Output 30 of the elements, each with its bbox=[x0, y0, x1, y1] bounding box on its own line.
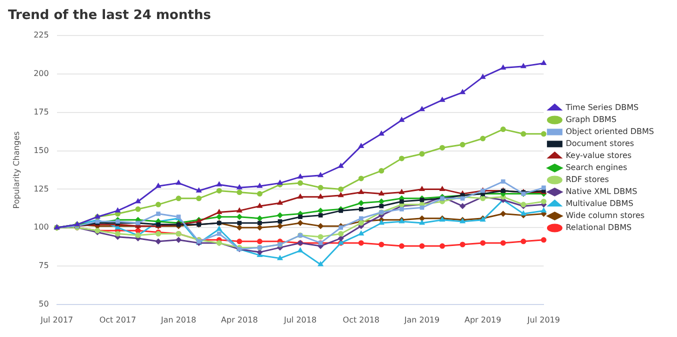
x-tick-label: Apr 2018 bbox=[221, 315, 258, 324]
legend-label: Search engines bbox=[566, 163, 628, 172]
legend-label: RDF stores bbox=[566, 175, 609, 184]
legend-label: Key-value stores bbox=[566, 151, 632, 160]
y-tick-label: 175 bbox=[34, 107, 49, 116]
y-tick-label: 150 bbox=[34, 146, 49, 155]
x-tick-label: Jan 2018 bbox=[160, 315, 196, 324]
legend-label: Document stores bbox=[566, 139, 634, 148]
x-tick-label: Jul 2017 bbox=[40, 315, 74, 324]
y-tick-label: 50 bbox=[38, 299, 49, 308]
x-tick-label: Oct 2018 bbox=[342, 315, 380, 324]
legend-label: Object oriented DBMS bbox=[566, 127, 654, 136]
y-tick-label: 200 bbox=[34, 69, 49, 78]
x-tick-label: Oct 2017 bbox=[99, 315, 136, 324]
chart-title: Trend of the last 24 months bbox=[8, 8, 212, 24]
legend-label: Time Series DBMS bbox=[564, 103, 639, 112]
x-tick-label: Jan 2019 bbox=[403, 315, 440, 324]
legend-label: Graph DBMS bbox=[566, 115, 616, 124]
x-tick-label: Jul 2019 bbox=[526, 315, 560, 324]
legend-label: Wide column stores bbox=[566, 211, 645, 220]
legend-label: Native XML DBMS bbox=[566, 187, 638, 196]
y-tick-label: 75 bbox=[38, 261, 49, 270]
y-tick-label: 100 bbox=[34, 222, 49, 232]
x-tick-label: Jul 2018 bbox=[283, 315, 317, 324]
y-axis-title: Popularity Changes bbox=[12, 131, 21, 209]
y-tick-label: 225 bbox=[34, 30, 49, 40]
legend-label: Multivalue DBMS bbox=[566, 199, 634, 208]
y-tick-label: 125 bbox=[34, 184, 49, 194]
x-tick-label: Apr 2019 bbox=[464, 315, 502, 324]
legend-label: Relational DBMS bbox=[566, 223, 632, 232]
